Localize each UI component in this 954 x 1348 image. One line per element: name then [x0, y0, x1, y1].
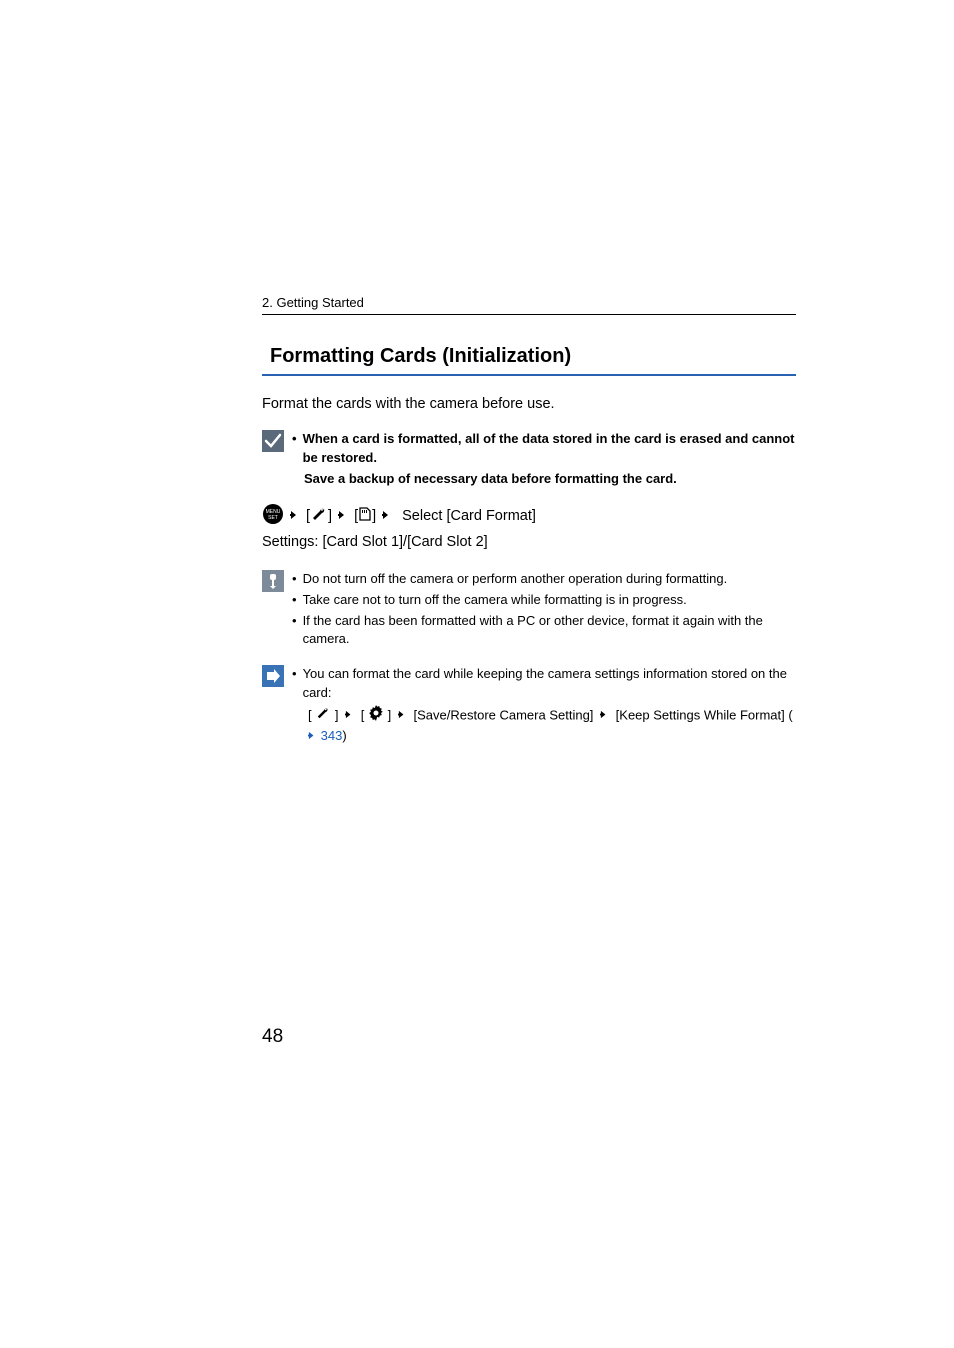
breadcrumb-rule [262, 314, 796, 315]
info-note: •Do not turn off the camera or perform a… [262, 570, 796, 651]
arrow-icon [338, 508, 348, 524]
tip-note: •You can format the card while keeping t… [262, 665, 796, 746]
tip-b1: You can format the card while keeping th… [303, 665, 796, 703]
arrow-icon [345, 706, 354, 725]
intro-text: Format the cards with the camera before … [262, 394, 796, 414]
check-note-line2: Save a backup of necessary data before f… [304, 470, 796, 489]
section-title: Formatting Cards (Initialization) [262, 345, 796, 368]
wrench-icon [310, 506, 328, 526]
tip-path1: [Save/Restore Camera Setting] [414, 707, 594, 722]
tip-path2: [Keep Settings While Format] ( [616, 707, 793, 722]
menu-path: MENU SET [ ] [ ] [262, 503, 796, 529]
breadcrumb: 2. Getting Started [262, 295, 796, 310]
page-link[interactable]: 343 [321, 728, 343, 743]
card-icon [358, 506, 372, 526]
check-note-line1: When a card is formatted, all of the dat… [303, 430, 796, 468]
info-b2: Take care not to turn off the camera whi… [303, 591, 796, 610]
arrow-icon [382, 508, 392, 524]
arrow-tip-icon [262, 665, 284, 687]
tip-path: [ ] [ ] [308, 705, 796, 746]
gear-icon [368, 705, 384, 727]
info-icon [262, 570, 284, 592]
title-underline [262, 374, 796, 376]
svg-text:SET: SET [268, 515, 278, 521]
check-note-content: • When a card is formatted, all of the d… [292, 430, 796, 489]
menu-set-icon: MENU SET [262, 503, 284, 529]
arrow-icon [398, 706, 407, 725]
info-note-content: •Do not turn off the camera or perform a… [292, 570, 796, 651]
check-note: • When a card is formatted, all of the d… [262, 430, 796, 489]
tip-note-content: •You can format the card while keeping t… [292, 665, 796, 746]
settings-line: Settings: [Card Slot 1]/[Card Slot 2] [262, 534, 796, 550]
arrow-icon [600, 706, 609, 725]
check-icon [262, 430, 284, 452]
bracket-close: ] [328, 508, 332, 524]
arrow-icon [290, 508, 300, 524]
arrow-icon [308, 727, 317, 746]
page-number: 48 [262, 1026, 283, 1048]
wrench-icon [315, 706, 331, 726]
menu-select-text: Select [Card Format] [402, 508, 536, 524]
info-b1: Do not turn off the camera or perform an… [303, 570, 796, 589]
tip-close: ) [342, 728, 346, 743]
info-b3: If the card has been formatted with a PC… [303, 612, 796, 650]
bracket-close: ] [372, 508, 376, 524]
